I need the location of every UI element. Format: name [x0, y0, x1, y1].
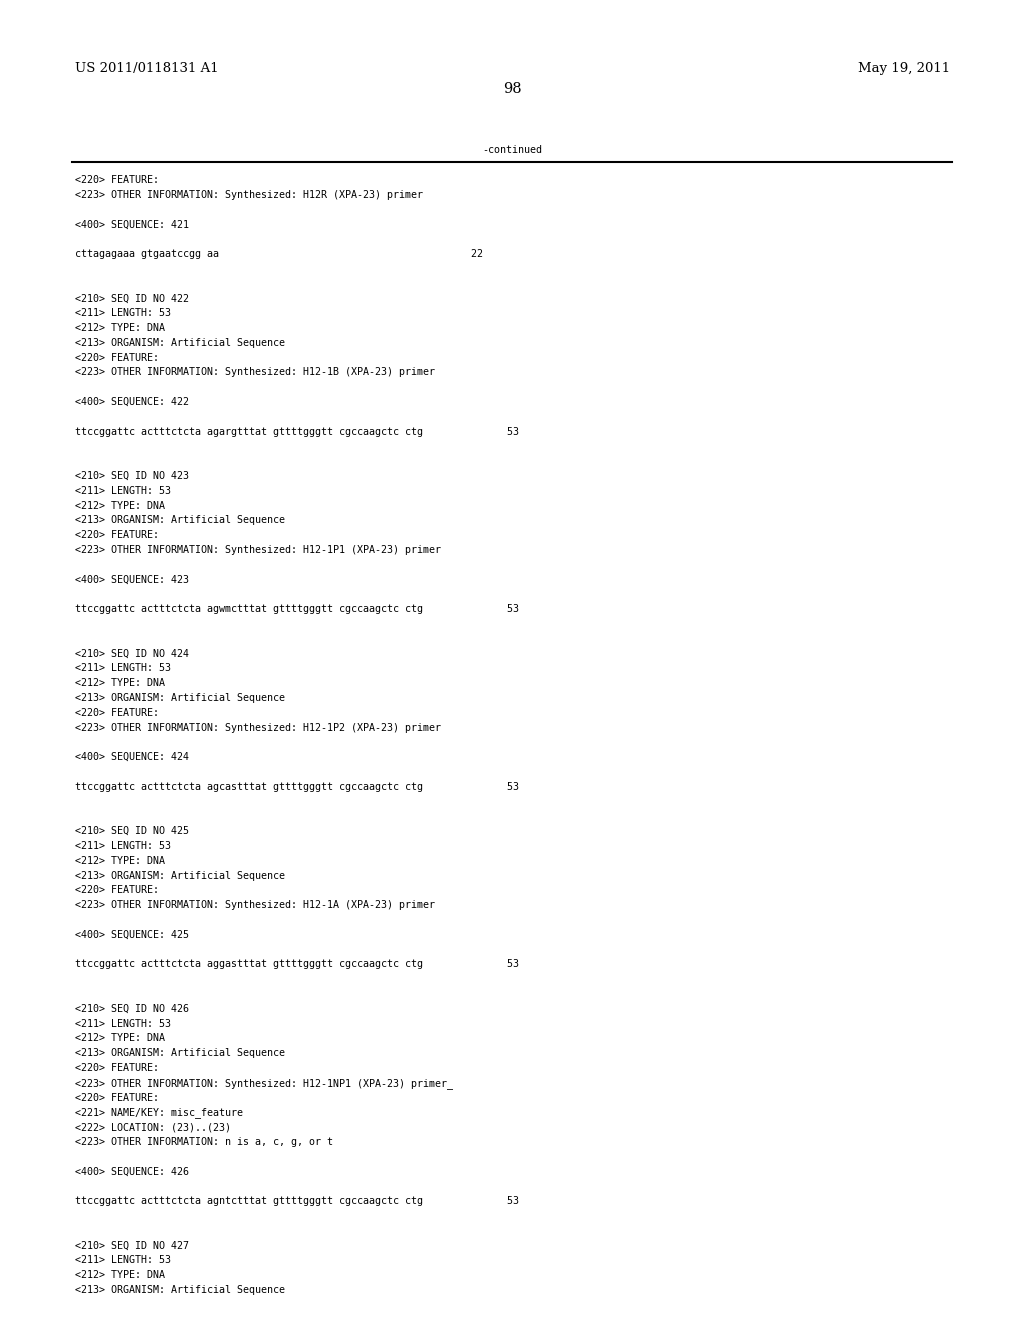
Text: <400> SEQUENCE: 421: <400> SEQUENCE: 421: [75, 219, 189, 230]
Text: <223> OTHER INFORMATION: Synthesized: H12-1A (XPA-23) primer: <223> OTHER INFORMATION: Synthesized: H1…: [75, 900, 435, 911]
Text: ttccggattc actttctcta agcastttat gttttgggtt cgccaagctc ctg              53: ttccggattc actttctcta agcastttat gttttgg…: [75, 781, 519, 792]
Text: <223> OTHER INFORMATION: Synthesized: H12-1P2 (XPA-23) primer: <223> OTHER INFORMATION: Synthesized: H1…: [75, 722, 441, 733]
Text: <223> OTHER INFORMATION: n is a, c, g, or t: <223> OTHER INFORMATION: n is a, c, g, o…: [75, 1137, 333, 1147]
Text: <213> ORGANISM: Artificial Sequence: <213> ORGANISM: Artificial Sequence: [75, 338, 285, 347]
Text: <210> SEQ ID NO 427: <210> SEQ ID NO 427: [75, 1241, 189, 1250]
Text: <220> FEATURE:: <220> FEATURE:: [75, 352, 159, 363]
Text: <223> OTHER INFORMATION: Synthesized: H12-1B (XPA-23) primer: <223> OTHER INFORMATION: Synthesized: H1…: [75, 367, 435, 378]
Text: <211> LENGTH: 53: <211> LENGTH: 53: [75, 841, 171, 851]
Text: <213> ORGANISM: Artificial Sequence: <213> ORGANISM: Artificial Sequence: [75, 1048, 285, 1059]
Text: <211> LENGTH: 53: <211> LENGTH: 53: [75, 1255, 171, 1266]
Text: <223> OTHER INFORMATION: Synthesized: H12-1NP1 (XPA-23) primer_: <223> OTHER INFORMATION: Synthesized: H1…: [75, 1078, 453, 1089]
Text: 98: 98: [503, 82, 521, 96]
Text: <220> FEATURE:: <220> FEATURE:: [75, 1063, 159, 1073]
Text: <220> FEATURE:: <220> FEATURE:: [75, 708, 159, 718]
Text: <213> ORGANISM: Artificial Sequence: <213> ORGANISM: Artificial Sequence: [75, 515, 285, 525]
Text: <210> SEQ ID NO 425: <210> SEQ ID NO 425: [75, 826, 189, 836]
Text: <400> SEQUENCE: 426: <400> SEQUENCE: 426: [75, 1167, 189, 1176]
Text: <212> TYPE: DNA: <212> TYPE: DNA: [75, 678, 165, 688]
Text: ttccggattc actttctcta agargtttat gttttgggtt cgccaagctc ctg              53: ttccggattc actttctcta agargtttat gttttgg…: [75, 426, 519, 437]
Text: <222> LOCATION: (23)..(23): <222> LOCATION: (23)..(23): [75, 1122, 231, 1133]
Text: <210> SEQ ID NO 426: <210> SEQ ID NO 426: [75, 1003, 189, 1014]
Text: <212> TYPE: DNA: <212> TYPE: DNA: [75, 1034, 165, 1043]
Text: <213> ORGANISM: Artificial Sequence: <213> ORGANISM: Artificial Sequence: [75, 871, 285, 880]
Text: ttccggattc actttctcta agntctttat gttttgggtt cgccaagctc ctg              53: ttccggattc actttctcta agntctttat gttttgg…: [75, 1196, 519, 1206]
Text: cttagagaaa gtgaatccgg aa                                          22: cttagagaaa gtgaatccgg aa 22: [75, 249, 483, 259]
Text: <400> SEQUENCE: 424: <400> SEQUENCE: 424: [75, 752, 189, 762]
Text: <400> SEQUENCE: 423: <400> SEQUENCE: 423: [75, 574, 189, 585]
Text: <210> SEQ ID NO 423: <210> SEQ ID NO 423: [75, 471, 189, 480]
Text: <213> ORGANISM: Artificial Sequence: <213> ORGANISM: Artificial Sequence: [75, 1284, 285, 1295]
Text: <210> SEQ ID NO 424: <210> SEQ ID NO 424: [75, 648, 189, 659]
Text: <211> LENGTH: 53: <211> LENGTH: 53: [75, 664, 171, 673]
Text: US 2011/0118131 A1: US 2011/0118131 A1: [75, 62, 219, 75]
Text: ttccggattc actttctcta aggastttat gttttgggtt cgccaagctc ctg              53: ttccggattc actttctcta aggastttat gttttgg…: [75, 960, 519, 969]
Text: <220> FEATURE:: <220> FEATURE:: [75, 1093, 159, 1102]
Text: ttccggattc actttctcta agwmctttat gttttgggtt cgccaagctc ctg              53: ttccggattc actttctcta agwmctttat gttttgg…: [75, 605, 519, 614]
Text: <212> TYPE: DNA: <212> TYPE: DNA: [75, 855, 165, 866]
Text: <221> NAME/KEY: misc_feature: <221> NAME/KEY: misc_feature: [75, 1107, 243, 1118]
Text: <220> FEATURE:: <220> FEATURE:: [75, 176, 159, 185]
Text: <211> LENGTH: 53: <211> LENGTH: 53: [75, 1019, 171, 1028]
Text: <213> ORGANISM: Artificial Sequence: <213> ORGANISM: Artificial Sequence: [75, 693, 285, 704]
Text: <220> FEATURE:: <220> FEATURE:: [75, 531, 159, 540]
Text: <212> TYPE: DNA: <212> TYPE: DNA: [75, 323, 165, 333]
Text: <212> TYPE: DNA: <212> TYPE: DNA: [75, 1270, 165, 1280]
Text: <223> OTHER INFORMATION: Synthesized: H12R (XPA-23) primer: <223> OTHER INFORMATION: Synthesized: H1…: [75, 190, 423, 199]
Text: -continued: -continued: [482, 145, 542, 154]
Text: <211> LENGTH: 53: <211> LENGTH: 53: [75, 308, 171, 318]
Text: <220> FEATURE:: <220> FEATURE:: [75, 886, 159, 895]
Text: <400> SEQUENCE: 425: <400> SEQUENCE: 425: [75, 929, 189, 940]
Text: <210> SEQ ID NO 422: <210> SEQ ID NO 422: [75, 293, 189, 304]
Text: <212> TYPE: DNA: <212> TYPE: DNA: [75, 500, 165, 511]
Text: <223> OTHER INFORMATION: Synthesized: H12-1P1 (XPA-23) primer: <223> OTHER INFORMATION: Synthesized: H1…: [75, 545, 441, 554]
Text: <400> SEQUENCE: 422: <400> SEQUENCE: 422: [75, 397, 189, 407]
Text: May 19, 2011: May 19, 2011: [858, 62, 950, 75]
Text: <211> LENGTH: 53: <211> LENGTH: 53: [75, 486, 171, 496]
